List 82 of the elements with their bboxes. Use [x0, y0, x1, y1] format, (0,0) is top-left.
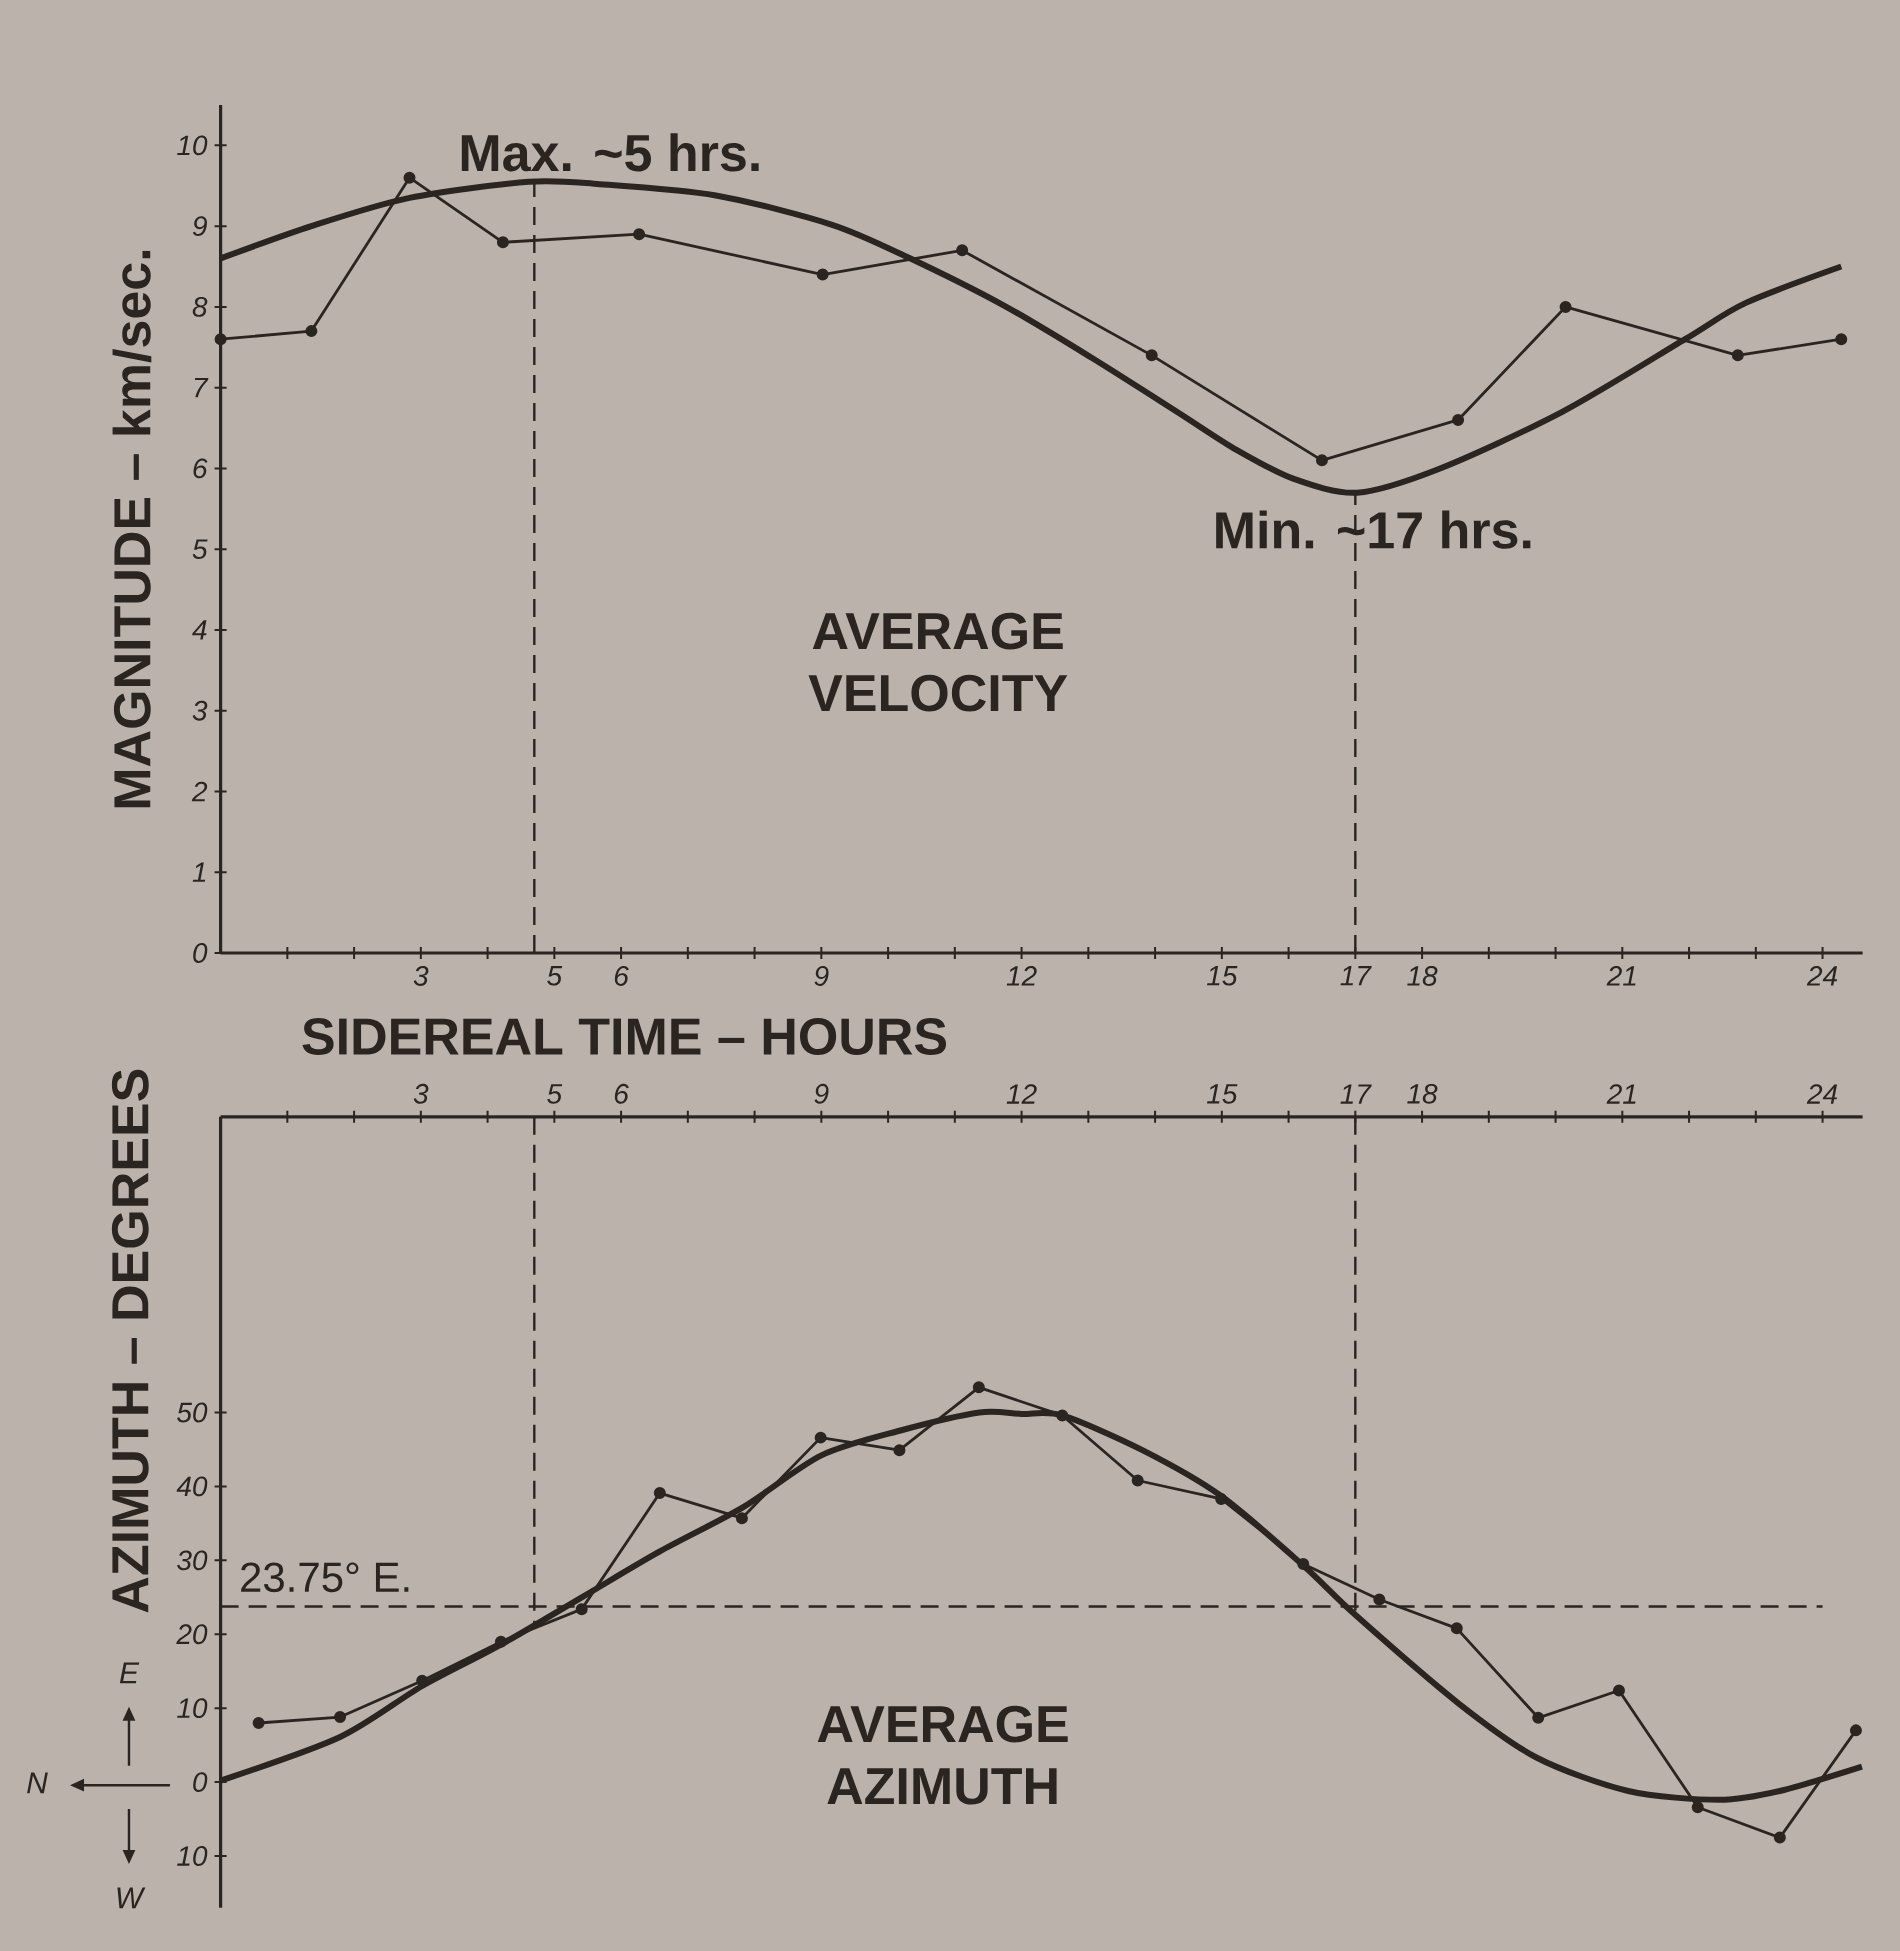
- point: [1450, 1622, 1463, 1635]
- y-tick-label: 5: [192, 539, 208, 559]
- point: [653, 1487, 666, 1500]
- y-tick-label: 6: [193, 458, 208, 479]
- y-tick-label: 10: [177, 1698, 208, 1719]
- x-tick-label: 17: [1340, 1084, 1372, 1104]
- point: [496, 236, 509, 249]
- y-tick-label: 1: [192, 862, 206, 882]
- text: E: [119, 1662, 140, 1684]
- point: [305, 325, 318, 338]
- x-tick-label: 6: [614, 1083, 629, 1104]
- point: [1532, 1711, 1545, 1724]
- y-tick-label: 10: [177, 1846, 208, 1866]
- point: [334, 1711, 347, 1724]
- x-tick-label: 15: [1206, 966, 1238, 986]
- point: [1849, 1724, 1862, 1737]
- point: [1315, 454, 1328, 467]
- point: [972, 1381, 985, 1394]
- y-tick-label: 0: [193, 943, 208, 963]
- ref-line-label: Min. ~17 hrs.: [1216, 510, 1531, 549]
- text: N: [27, 1772, 48, 1794]
- point: [735, 1512, 748, 1525]
- y-tick-label: 50: [177, 1402, 208, 1423]
- point: [1691, 1801, 1704, 1814]
- x-tick-label: 3: [413, 1083, 429, 1104]
- point: [1297, 1558, 1310, 1571]
- y-tick-label: 8: [192, 296, 208, 317]
- point: [1773, 1831, 1786, 1844]
- x-tick-label: 21: [1606, 1084, 1636, 1104]
- ref-line-label: Max. ~5 hrs.: [461, 133, 759, 172]
- x-axis-title: SIDEREAL TIME – HOURS: [302, 1018, 947, 1055]
- y-tick-label: 4: [192, 620, 207, 640]
- point: [575, 1603, 588, 1616]
- point: [214, 333, 227, 346]
- point: [893, 1444, 906, 1457]
- x-tick-label: 18: [1407, 1083, 1438, 1104]
- y-tick-label: 40: [176, 1476, 208, 1497]
- y-axis-title: MAGNITUDE – km/sec.: [112, 250, 152, 808]
- point: [816, 268, 829, 281]
- x-tick-label: 24: [1806, 966, 1838, 986]
- text: W: [117, 1887, 146, 1909]
- x-tick-label: 5: [547, 966, 563, 986]
- point: [1559, 300, 1572, 313]
- x-tick-label: 21: [1606, 966, 1636, 986]
- point: [1056, 1409, 1069, 1422]
- x-tick-label: 5: [547, 1084, 563, 1104]
- x-tick-label: 6: [614, 966, 629, 986]
- point: [814, 1431, 827, 1444]
- point: [1612, 1684, 1625, 1697]
- annotation: AVERAGE VELOCITY: [808, 612, 1068, 712]
- y-tick-label: 7: [194, 378, 209, 398]
- y-tick-label: 20: [176, 1624, 208, 1645]
- x-tick-label: 9: [814, 1083, 829, 1104]
- y-tick-label: 10: [177, 135, 208, 156]
- point: [1452, 413, 1465, 426]
- y-tick-label: 0: [193, 1772, 208, 1793]
- x-tick-label: 15: [1206, 1084, 1238, 1104]
- point: [633, 228, 646, 241]
- y-tick-label: 2: [191, 781, 208, 802]
- y-tick-label: 3: [192, 700, 208, 721]
- x-tick-label: 3: [413, 966, 429, 986]
- point: [1835, 333, 1848, 346]
- point: [1131, 1474, 1144, 1487]
- point: [494, 1635, 507, 1648]
- x-tick-label: 12: [1006, 966, 1037, 986]
- x-tick-label: 24: [1806, 1084, 1838, 1104]
- point: [1373, 1593, 1386, 1606]
- point: [956, 244, 969, 257]
- x-tick-label: 17: [1340, 966, 1372, 986]
- point: [252, 1716, 265, 1729]
- point: [1215, 1492, 1228, 1505]
- x-tick-label: 12: [1006, 1084, 1037, 1104]
- ref-line-label: 23.75° E.: [241, 1562, 409, 1593]
- point: [1145, 349, 1158, 362]
- y-axis-title: AZIMUTH – DEGREES: [111, 1069, 149, 1613]
- annotation: AVERAGE AZIMUTH: [817, 1705, 1068, 1805]
- x-tick-label: 18: [1407, 966, 1438, 986]
- x-tick-label: 9: [814, 966, 829, 986]
- point: [1731, 349, 1744, 362]
- y-tick-label: 30: [177, 1550, 208, 1571]
- point: [403, 171, 416, 184]
- y-tick-label: 9: [192, 216, 207, 237]
